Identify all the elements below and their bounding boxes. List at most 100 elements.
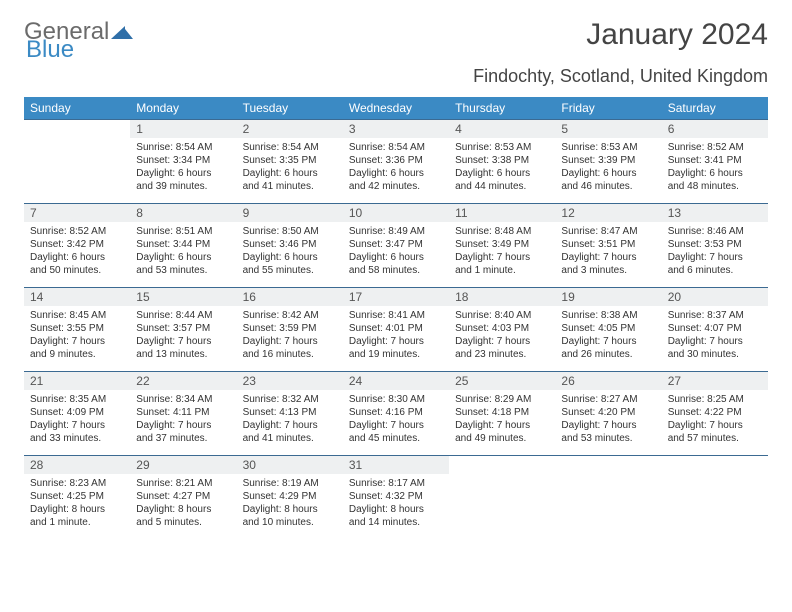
sunset-text: Sunset: 3:42 PM — [30, 238, 124, 251]
day-details: Sunrise: 8:42 AMSunset: 3:59 PMDaylight:… — [237, 306, 343, 365]
sunset-text: Sunset: 3:34 PM — [136, 154, 230, 167]
sunrise-text: Sunrise: 8:29 AM — [455, 393, 549, 406]
day-details: Sunrise: 8:47 AMSunset: 3:51 PMDaylight:… — [555, 222, 661, 281]
calendar-day-cell: 17Sunrise: 8:41 AMSunset: 4:01 PMDayligh… — [343, 288, 449, 372]
logo-text-2: Blue — [26, 36, 74, 64]
sunrise-text: Sunrise: 8:30 AM — [349, 393, 443, 406]
sunrise-text: Sunrise: 8:47 AM — [561, 225, 655, 238]
sunset-text: Sunset: 3:41 PM — [668, 154, 762, 167]
sunrise-text: Sunrise: 8:41 AM — [349, 309, 443, 322]
day-number: 25 — [449, 372, 555, 390]
calendar-day-cell: 5Sunrise: 8:53 AMSunset: 3:39 PMDaylight… — [555, 120, 661, 204]
day-details: Sunrise: 8:45 AMSunset: 3:55 PMDaylight:… — [24, 306, 130, 365]
calendar-day-cell: 7Sunrise: 8:52 AMSunset: 3:42 PMDaylight… — [24, 204, 130, 288]
calendar-day-cell: 21Sunrise: 8:35 AMSunset: 4:09 PMDayligh… — [24, 372, 130, 456]
sunset-text: Sunset: 4:20 PM — [561, 406, 655, 419]
day-details: Sunrise: 8:37 AMSunset: 4:07 PMDaylight:… — [662, 306, 768, 365]
calendar-week-row: 1Sunrise: 8:54 AMSunset: 3:34 PMDaylight… — [24, 120, 768, 204]
daylight-text: Daylight: 6 hours and 48 minutes. — [668, 167, 762, 193]
day-number: 24 — [343, 372, 449, 390]
day-number: 31 — [343, 456, 449, 474]
sunset-text: Sunset: 4:16 PM — [349, 406, 443, 419]
day-number: 19 — [555, 288, 661, 306]
day-number — [24, 120, 130, 138]
sunrise-text: Sunrise: 8:17 AM — [349, 477, 443, 490]
weekday-header: Saturday — [662, 97, 768, 120]
sunrise-text: Sunrise: 8:52 AM — [30, 225, 124, 238]
daylight-text: Daylight: 7 hours and 53 minutes. — [561, 419, 655, 445]
day-number: 30 — [237, 456, 343, 474]
day-number: 15 — [130, 288, 236, 306]
page-title: January 2024 — [586, 18, 768, 52]
sunset-text: Sunset: 3:39 PM — [561, 154, 655, 167]
calendar-day-cell — [449, 456, 555, 540]
day-number: 1 — [130, 120, 236, 138]
daylight-text: Daylight: 6 hours and 46 minutes. — [561, 167, 655, 193]
calendar-day-cell: 23Sunrise: 8:32 AMSunset: 4:13 PMDayligh… — [237, 372, 343, 456]
sunrise-text: Sunrise: 8:54 AM — [243, 141, 337, 154]
daylight-text: Daylight: 7 hours and 16 minutes. — [243, 335, 337, 361]
day-number — [449, 456, 555, 474]
sunset-text: Sunset: 3:35 PM — [243, 154, 337, 167]
sunrise-text: Sunrise: 8:44 AM — [136, 309, 230, 322]
day-details: Sunrise: 8:52 AMSunset: 3:41 PMDaylight:… — [662, 138, 768, 197]
sunset-text: Sunset: 3:53 PM — [668, 238, 762, 251]
daylight-text: Daylight: 7 hours and 3 minutes. — [561, 251, 655, 277]
calendar-day-cell — [662, 456, 768, 540]
sunrise-text: Sunrise: 8:51 AM — [136, 225, 230, 238]
weekday-header: Monday — [130, 97, 236, 120]
sunrise-text: Sunrise: 8:52 AM — [668, 141, 762, 154]
calendar-day-cell: 6Sunrise: 8:52 AMSunset: 3:41 PMDaylight… — [662, 120, 768, 204]
calendar-day-cell: 26Sunrise: 8:27 AMSunset: 4:20 PMDayligh… — [555, 372, 661, 456]
daylight-text: Daylight: 7 hours and 26 minutes. — [561, 335, 655, 361]
sunset-text: Sunset: 4:27 PM — [136, 490, 230, 503]
sunset-text: Sunset: 3:44 PM — [136, 238, 230, 251]
day-number: 21 — [24, 372, 130, 390]
day-details: Sunrise: 8:38 AMSunset: 4:05 PMDaylight:… — [555, 306, 661, 365]
sunrise-text: Sunrise: 8:45 AM — [30, 309, 124, 322]
sunset-text: Sunset: 4:18 PM — [455, 406, 549, 419]
sunrise-text: Sunrise: 8:53 AM — [561, 141, 655, 154]
calendar-body: 1Sunrise: 8:54 AMSunset: 3:34 PMDaylight… — [24, 120, 768, 540]
calendar-week-row: 14Sunrise: 8:45 AMSunset: 3:55 PMDayligh… — [24, 288, 768, 372]
calendar-day-cell: 25Sunrise: 8:29 AMSunset: 4:18 PMDayligh… — [449, 372, 555, 456]
calendar-day-cell: 3Sunrise: 8:54 AMSunset: 3:36 PMDaylight… — [343, 120, 449, 204]
sunrise-text: Sunrise: 8:32 AM — [243, 393, 337, 406]
day-number: 9 — [237, 204, 343, 222]
day-number: 26 — [555, 372, 661, 390]
day-details: Sunrise: 8:40 AMSunset: 4:03 PMDaylight:… — [449, 306, 555, 365]
day-details: Sunrise: 8:25 AMSunset: 4:22 PMDaylight:… — [662, 390, 768, 449]
sunset-text: Sunset: 4:22 PM — [668, 406, 762, 419]
daylight-text: Daylight: 6 hours and 53 minutes. — [136, 251, 230, 277]
day-details: Sunrise: 8:34 AMSunset: 4:11 PMDaylight:… — [130, 390, 236, 449]
daylight-text: Daylight: 7 hours and 57 minutes. — [668, 419, 762, 445]
sunrise-text: Sunrise: 8:38 AM — [561, 309, 655, 322]
sunset-text: Sunset: 3:46 PM — [243, 238, 337, 251]
daylight-text: Daylight: 7 hours and 30 minutes. — [668, 335, 762, 361]
location-text: Findochty, Scotland, United Kingdom — [24, 66, 768, 87]
day-number: 2 — [237, 120, 343, 138]
day-details: Sunrise: 8:54 AMSunset: 3:34 PMDaylight:… — [130, 138, 236, 197]
calendar-day-cell: 12Sunrise: 8:47 AMSunset: 3:51 PMDayligh… — [555, 204, 661, 288]
sunrise-text: Sunrise: 8:35 AM — [30, 393, 124, 406]
calendar-day-cell: 8Sunrise: 8:51 AMSunset: 3:44 PMDaylight… — [130, 204, 236, 288]
sunrise-text: Sunrise: 8:49 AM — [349, 225, 443, 238]
day-number: 13 — [662, 204, 768, 222]
sunset-text: Sunset: 4:07 PM — [668, 322, 762, 335]
sunrise-text: Sunrise: 8:48 AM — [455, 225, 549, 238]
daylight-text: Daylight: 7 hours and 13 minutes. — [136, 335, 230, 361]
day-details: Sunrise: 8:51 AMSunset: 3:44 PMDaylight:… — [130, 222, 236, 281]
sunrise-text: Sunrise: 8:19 AM — [243, 477, 337, 490]
sunset-text: Sunset: 4:13 PM — [243, 406, 337, 419]
sunset-text: Sunset: 4:05 PM — [561, 322, 655, 335]
daylight-text: Daylight: 7 hours and 37 minutes. — [136, 419, 230, 445]
calendar-week-row: 7Sunrise: 8:52 AMSunset: 3:42 PMDaylight… — [24, 204, 768, 288]
day-details: Sunrise: 8:21 AMSunset: 4:27 PMDaylight:… — [130, 474, 236, 533]
day-details: Sunrise: 8:19 AMSunset: 4:29 PMDaylight:… — [237, 474, 343, 533]
day-details: Sunrise: 8:49 AMSunset: 3:47 PMDaylight:… — [343, 222, 449, 281]
day-number: 6 — [662, 120, 768, 138]
day-number: 16 — [237, 288, 343, 306]
day-details: Sunrise: 8:46 AMSunset: 3:53 PMDaylight:… — [662, 222, 768, 281]
calendar-day-cell: 9Sunrise: 8:50 AMSunset: 3:46 PMDaylight… — [237, 204, 343, 288]
sunset-text: Sunset: 4:11 PM — [136, 406, 230, 419]
